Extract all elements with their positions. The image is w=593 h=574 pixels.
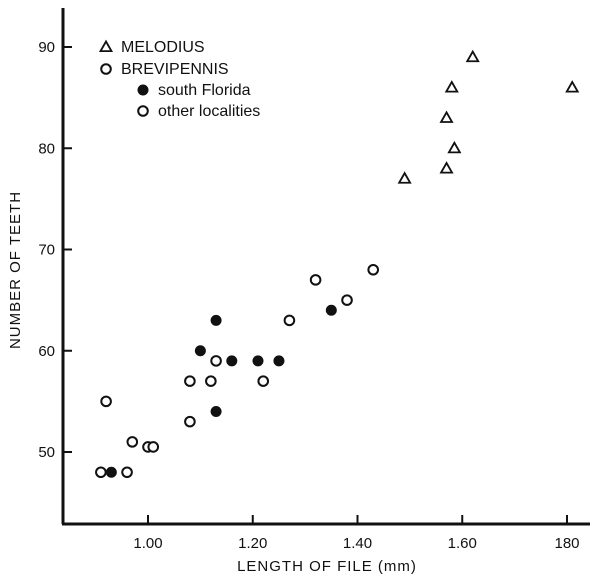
legend: MELODIUS BREVIPENNIS south Florida other lo… <box>98 39 260 120</box>
data-point <box>121 466 133 479</box>
data-point <box>252 355 264 367</box>
x-tick-label: 1.40 <box>343 535 372 552</box>
data-point <box>194 345 206 357</box>
x-axis-title: LENGTH OF FILE (mm) <box>237 558 417 574</box>
x-tick-label: 1.00 <box>133 535 162 552</box>
data-point <box>100 395 112 408</box>
data-point <box>210 314 222 326</box>
y-tick-label: 80 <box>38 140 55 157</box>
data-point <box>257 375 270 387</box>
data-point <box>226 355 238 367</box>
data-point <box>95 466 107 479</box>
data-point <box>184 415 196 428</box>
data-point <box>439 110 454 123</box>
data-point <box>447 140 462 154</box>
x-tick-label: 1.60 <box>448 535 477 552</box>
y-tick-label: 60 <box>38 343 55 360</box>
data-point <box>205 375 217 387</box>
plot-frame <box>61 8 590 526</box>
legend-marker <box>98 39 114 53</box>
legend-marker <box>137 105 149 117</box>
data-point <box>397 171 412 184</box>
data-point <box>439 161 454 174</box>
data-point <box>465 49 480 63</box>
data-point <box>444 80 459 93</box>
data-points <box>95 49 580 479</box>
data-point <box>341 294 353 306</box>
data-point <box>309 274 322 286</box>
legend-label: BREVIPENNIS <box>121 61 229 78</box>
data-point <box>367 263 380 276</box>
data-point <box>273 355 285 367</box>
data-point <box>210 355 222 367</box>
data-point <box>147 441 160 453</box>
data-point <box>184 375 196 387</box>
legend-label: other localities <box>158 103 260 120</box>
data-point <box>325 304 337 316</box>
data-point <box>565 80 580 93</box>
y-tick-label: 90 <box>38 39 55 56</box>
data-point <box>283 314 296 327</box>
legend-marker <box>100 63 112 75</box>
y-tick-label: 50 <box>38 444 55 461</box>
x-tick-label: 180 <box>554 535 579 552</box>
data-point <box>105 466 117 478</box>
x-ticks: 1.00 1.20 1.40 1.60 180 <box>133 515 580 552</box>
legend-marker <box>137 84 149 96</box>
data-point <box>126 436 139 448</box>
y-tick-label: 70 <box>38 242 55 259</box>
y-ticks: 50 60 70 80 90 <box>38 39 72 461</box>
y-axis-title: NUMBER OF TEETH <box>7 191 24 349</box>
legend-label: MELODIUS <box>121 39 205 56</box>
legend-label: south Florida <box>158 82 251 99</box>
data-point <box>210 406 222 417</box>
x-tick-label: 1.20 <box>238 535 267 552</box>
